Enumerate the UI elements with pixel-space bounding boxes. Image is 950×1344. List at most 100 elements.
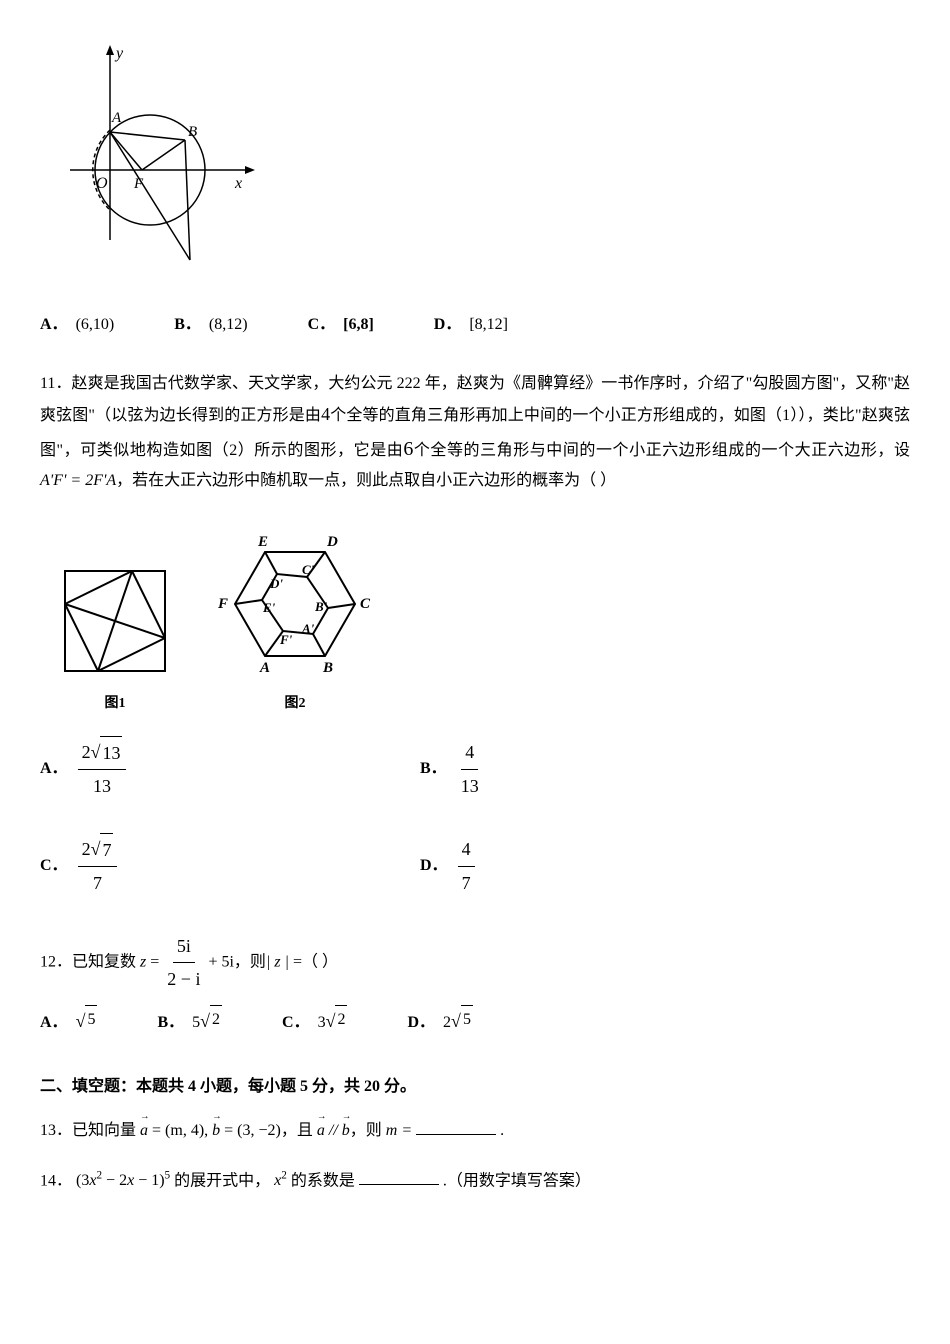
q10-option-d: D． [8,12]	[434, 311, 508, 340]
label-F: F	[133, 176, 144, 192]
period: .	[500, 1122, 504, 1139]
q10-option-b: B． (8,12)	[174, 311, 247, 340]
q12-option-b: B． 5√2	[157, 1005, 222, 1038]
svg-text:E': E'	[262, 600, 276, 615]
q11-option-c: C． 2√7 7	[40, 833, 420, 900]
option-value: (6,10)	[76, 311, 115, 340]
plus-5i: + 5i	[208, 953, 233, 970]
q11-option-a: A． 2√13 13	[40, 736, 420, 803]
option-label: D．	[407, 1009, 435, 1038]
q11-text: 11．赵爽是我国古代数学家、天文学家，大约公元 222 年，赵爽为《周髀算经》一…	[40, 370, 910, 496]
q12-text: 12．已知复数 z = 5i 2 − i + 5i，则| z | =（ ）	[40, 930, 910, 996]
option-value: 3√2	[318, 1005, 348, 1038]
option-value: [6,8]	[343, 311, 374, 340]
option-label: B．	[174, 311, 201, 340]
zhaoshuang-square-svg	[60, 566, 170, 676]
q11-figures: 图1 A B C D E F A' B' C' D' E'	[60, 516, 910, 716]
svg-text:D': D'	[269, 576, 283, 591]
denominator: 2 − i	[163, 963, 204, 995]
option-label: C．	[40, 852, 68, 881]
q11-number: 11．	[40, 375, 72, 392]
option-label: D．	[420, 852, 448, 881]
denominator: 13	[457, 770, 483, 802]
denominator: 13	[89, 770, 115, 802]
section2-title: 二、填空题：本题共 4 小题，每小题 5 分，共 20 分。	[40, 1073, 910, 1102]
q13-text: 13．已知向量 a = (m, 4), b = (3, −2)，且 a // b…	[40, 1117, 910, 1146]
numerator: 5i	[173, 930, 195, 963]
q11-fig1-wrap: 图1	[60, 566, 170, 716]
q12-option-a: A． √5	[40, 1005, 97, 1038]
option-value: 5√2	[192, 1005, 222, 1038]
svg-text:A': A'	[301, 621, 315, 636]
q12-option-c: C． 3√2	[282, 1005, 347, 1038]
svg-text:F: F	[217, 596, 228, 612]
q14-expr: (3x2 − 2x − 1)5	[76, 1172, 170, 1189]
fraction: 2√7 7	[78, 833, 118, 900]
label-B: B	[188, 124, 197, 140]
circle-axes-svg: O y x A B F	[60, 40, 260, 280]
fraction: 2√13 13	[78, 736, 127, 803]
a-parallel-b: a // b	[317, 1122, 350, 1139]
q11-option-b: B． 4 13	[420, 736, 800, 803]
q11: 11．赵爽是我国古代数学家、天文学家，大约公元 222 年，赵爽为《周髀算经》一…	[40, 370, 910, 496]
vec-a: a	[140, 1122, 148, 1139]
option-label: B．	[157, 1009, 184, 1038]
numerator: 4	[461, 736, 478, 769]
fig1-label: 图1	[60, 691, 170, 716]
fraction: 4 13	[457, 736, 483, 802]
q13-number: 13．	[40, 1122, 72, 1139]
denominator: 7	[458, 867, 475, 899]
option-label: C．	[308, 311, 336, 340]
svg-text:B': B'	[314, 599, 328, 614]
numerator: 2√13	[78, 736, 127, 770]
fig2-label: 图2	[210, 691, 380, 716]
vec-b: b	[212, 1122, 220, 1139]
option-value: √5	[76, 1005, 98, 1038]
q11-fig2-wrap: A B C D E F A' B' C' D' E' F' 图2	[210, 516, 380, 716]
q14-text: 14． (3x2 − 2x − 1)5 的展开式中， x2 的系数是 .（用数字…	[40, 1166, 910, 1196]
q12-fraction: 5i 2 − i	[163, 930, 204, 996]
label-x: x	[234, 175, 242, 192]
svg-text:F': F'	[279, 632, 293, 647]
abs-z: | z |	[266, 953, 289, 970]
q12: 12．已知复数 z = 5i 2 − i + 5i，则| z | =（ ）	[40, 930, 910, 996]
q10-option-a: A． (6,10)	[40, 311, 114, 340]
option-label: A．	[40, 755, 68, 784]
q10-option-c: C． [6,8]	[308, 311, 374, 340]
q14-number: 14．	[40, 1172, 72, 1189]
label-A: A	[111, 110, 122, 126]
svg-text:C: C	[360, 596, 371, 612]
option-value: [8,12]	[469, 311, 508, 340]
q14: 14． (3x2 − 2x − 1)5 的展开式中， x2 的系数是 .（用数字…	[40, 1166, 910, 1196]
svg-text:D: D	[326, 534, 338, 550]
blank	[359, 1169, 439, 1185]
option-label: B．	[420, 755, 447, 784]
svg-text:E: E	[257, 534, 268, 550]
option-label: D．	[434, 311, 462, 340]
q12-option-d: D． 2√5	[407, 1005, 472, 1038]
option-label: C．	[282, 1009, 310, 1038]
denominator: 7	[89, 867, 106, 899]
option-value: (8,12)	[209, 311, 248, 340]
option-label: A．	[40, 1009, 68, 1038]
q10-figure: O y x A B F	[60, 40, 910, 291]
svg-text:B: B	[322, 660, 333, 676]
q12-options: A． √5 B． 5√2 C． 3√2 D． 2√5	[40, 1005, 910, 1038]
q11-option-d: D． 4 7	[420, 833, 800, 900]
x-squared: x2	[274, 1172, 287, 1189]
q12-number: 12．	[40, 953, 72, 970]
z-eq: z	[140, 953, 146, 970]
m-eq: m =	[386, 1122, 412, 1139]
option-label: A．	[40, 311, 68, 340]
q13: 13．已知向量 a = (m, 4), b = (3, −2)，且 a // b…	[40, 1117, 910, 1146]
blank	[416, 1119, 496, 1135]
numerator: 2√7	[78, 833, 118, 867]
fraction: 4 7	[458, 833, 475, 899]
q10-options: A． (6,10) B． (8,12) C． [6,8] D． [8,12]	[40, 311, 910, 340]
svg-text:C': C'	[302, 562, 315, 577]
option-value: 2√5	[443, 1005, 473, 1038]
q11-formula: A'F' = 2F'A	[40, 472, 116, 489]
svg-text:A: A	[259, 660, 270, 676]
q11-options: A． 2√13 13 B． 4 13 C． 2√7 7 D． 4 7	[40, 736, 910, 900]
hexagon-svg: A B C D E F A' B' C' D' E' F'	[210, 516, 380, 676]
